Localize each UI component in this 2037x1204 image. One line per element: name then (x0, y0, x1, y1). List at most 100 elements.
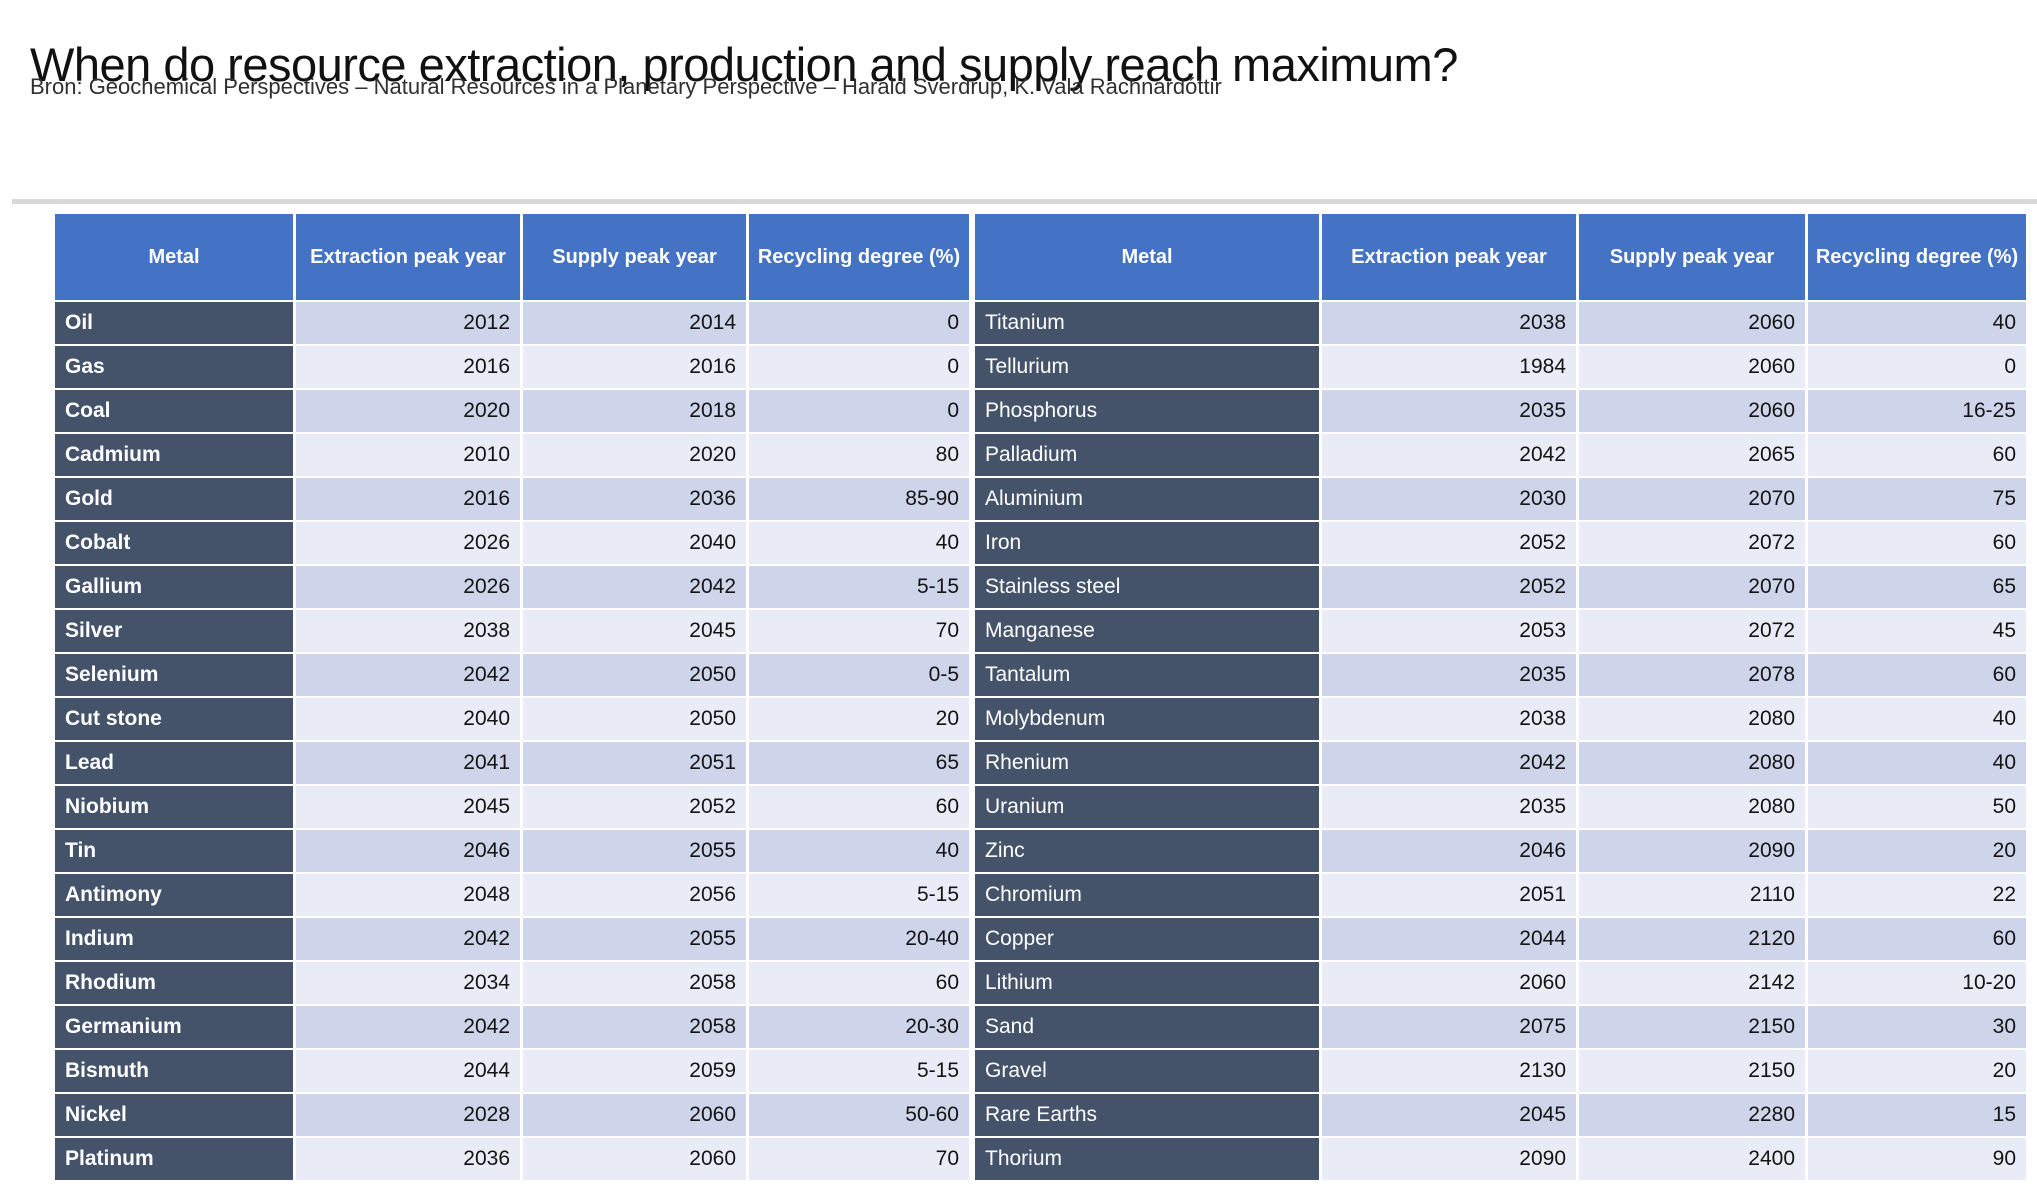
table-row: Gas 2016 2016 0 (55, 346, 969, 388)
metal-cell: Manganese (975, 610, 1319, 652)
recycling-degree-cell: 60 (749, 962, 969, 1004)
table-row: Rhenium 2042 2080 40 (975, 742, 2026, 784)
header-row: Metal Extraction peak year Supply peak yea… (975, 214, 2026, 300)
supply-peak-year-cell: 2060 (1579, 390, 1805, 432)
supply-peak-year-cell: 2058 (523, 1006, 746, 1048)
metal-cell: Cobalt (55, 522, 293, 564)
supply-peak-year-cell: 2055 (523, 830, 746, 872)
table-row: Gravel 2130 2150 20 (975, 1050, 2026, 1092)
recycling-degree-cell: 60 (1808, 434, 2026, 476)
supply-peak-year-cell: 2080 (1579, 786, 1805, 828)
metal-cell: Bismuth (55, 1050, 293, 1092)
table-row: Sand 2075 2150 30 (975, 1006, 2026, 1048)
extraction-peak-year-cell: 2034 (296, 962, 520, 1004)
extraction-peak-year-cell: 2042 (296, 918, 520, 960)
supply-peak-year-cell: 2080 (1579, 742, 1805, 784)
supply-peak-year-cell: 2055 (523, 918, 746, 960)
metal-cell: Chromium (975, 874, 1319, 916)
column-header-extraction-peak-year: Extraction peak year (296, 214, 520, 300)
metal-cell: Lead (55, 742, 293, 784)
supply-peak-year-cell: 2080 (1579, 698, 1805, 740)
supply-peak-year-cell: 2150 (1579, 1050, 1805, 1092)
table-row: Tin 2046 2055 40 (55, 830, 969, 872)
supply-peak-year-cell: 2020 (523, 434, 746, 476)
extraction-peak-year-cell: 2038 (1322, 302, 1576, 344)
recycling-degree-cell: 40 (1808, 698, 2026, 740)
table-row: Manganese 2053 2072 45 (975, 610, 2026, 652)
metal-cell: Silver (55, 610, 293, 652)
table-row: Niobium 2045 2052 60 (55, 786, 969, 828)
recycling-degree-cell: 16-25 (1808, 390, 2026, 432)
header-row: Metal Extraction peak year Supply peak yea… (55, 214, 969, 300)
extraction-peak-year-cell: 2044 (1322, 918, 1576, 960)
extraction-peak-year-cell: 2046 (296, 830, 520, 872)
extraction-peak-year-cell: 2020 (296, 390, 520, 432)
metal-cell: Sand (975, 1006, 1319, 1048)
table-row: Thorium 2090 2400 90 (975, 1138, 2026, 1180)
recycling-degree-cell: 40 (749, 522, 969, 564)
table-row: Chromium 2051 2110 22 (975, 874, 2026, 916)
extraction-peak-year-cell: 2052 (1322, 566, 1576, 608)
column-header-recycling-degree: Recycling degree (%) (749, 214, 969, 300)
metal-cell: Palladium (975, 434, 1319, 476)
recycling-degree-cell: 10-20 (1808, 962, 2026, 1004)
extraction-peak-year-cell: 2010 (296, 434, 520, 476)
table-row: Indium 2042 2055 20-40 (55, 918, 969, 960)
metal-cell: Gravel (975, 1050, 1319, 1092)
metal-cell: Stainless steel (975, 566, 1319, 608)
extraction-peak-year-cell: 2042 (1322, 742, 1576, 784)
table-row: Lead 2041 2051 65 (55, 742, 969, 784)
column-header-metal: Metal (55, 214, 293, 300)
recycling-degree-cell: 60 (1808, 654, 2026, 696)
extraction-peak-year-cell: 2053 (1322, 610, 1576, 652)
table-row: Gallium 2026 2042 5-15 (55, 566, 969, 608)
table-row: Gold 2016 2036 85-90 (55, 478, 969, 520)
table-row: Phosphorus 2035 2060 16-25 (975, 390, 2026, 432)
recycling-degree-cell: 80 (749, 434, 969, 476)
recycling-degree-cell: 60 (1808, 522, 2026, 564)
metal-cell: Zinc (975, 830, 1319, 872)
extraction-peak-year-cell: 2051 (1322, 874, 1576, 916)
metal-cell: Gallium (55, 566, 293, 608)
table-row: Bismuth 2044 2059 5-15 (55, 1050, 969, 1092)
table-row: Cadmium 2010 2020 80 (55, 434, 969, 476)
table-row: Germanium 2042 2058 20-30 (55, 1006, 969, 1048)
extraction-peak-year-cell: 2035 (1322, 654, 1576, 696)
table-row: Cobalt 2026 2040 40 (55, 522, 969, 564)
recycling-degree-cell: 20 (749, 698, 969, 740)
supply-peak-year-cell: 2050 (523, 698, 746, 740)
metal-cell: Niobium (55, 786, 293, 828)
supply-peak-year-cell: 2016 (523, 346, 746, 388)
supply-peak-year-cell: 2018 (523, 390, 746, 432)
recycling-degree-cell: 20-40 (749, 918, 969, 960)
metal-cell: Germanium (55, 1006, 293, 1048)
table-row: Copper 2044 2120 60 (975, 918, 2026, 960)
table-row: Titanium 2038 2060 40 (975, 302, 2026, 344)
extraction-peak-year-cell: 2044 (296, 1050, 520, 1092)
supply-peak-year-cell: 2058 (523, 962, 746, 1004)
supply-peak-year-cell: 2400 (1579, 1138, 1805, 1180)
metal-cell: Aluminium (975, 478, 1319, 520)
column-header-metal: Metal (975, 214, 1319, 300)
recycling-degree-cell: 70 (749, 610, 969, 652)
recycling-degree-cell: 20 (1808, 1050, 2026, 1092)
table-row: Tantalum 2035 2078 60 (975, 654, 2026, 696)
divider (12, 199, 2037, 204)
supply-peak-year-cell: 2056 (523, 874, 746, 916)
metal-cell: Gas (55, 346, 293, 388)
extraction-peak-year-cell: 2030 (1322, 478, 1576, 520)
metal-cell: Gold (55, 478, 293, 520)
supply-peak-year-cell: 2070 (1579, 478, 1805, 520)
recycling-degree-cell: 45 (1808, 610, 2026, 652)
recycling-degree-cell: 60 (749, 786, 969, 828)
recycling-degree-cell: 5-15 (749, 874, 969, 916)
recycling-degree-cell: 20 (1808, 830, 2026, 872)
recycling-degree-cell: 50-60 (749, 1094, 969, 1136)
metal-cell: Coal (55, 390, 293, 432)
recycling-degree-cell: 5-15 (749, 566, 969, 608)
extraction-peak-year-cell: 2045 (296, 786, 520, 828)
recycling-degree-cell: 30 (1808, 1006, 2026, 1048)
supply-peak-year-cell: 2050 (523, 654, 746, 696)
metal-cell: Iron (975, 522, 1319, 564)
extraction-peak-year-cell: 2042 (296, 654, 520, 696)
